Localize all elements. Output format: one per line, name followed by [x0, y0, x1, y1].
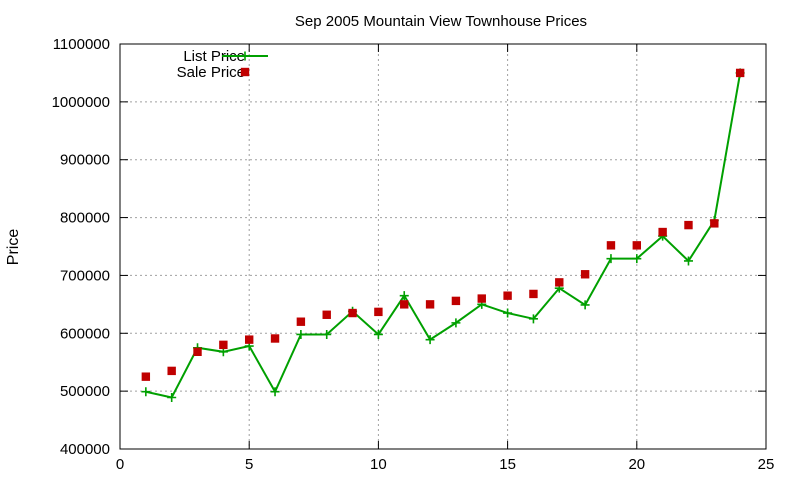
list-price-point [270, 387, 280, 397]
sale-price-point [167, 366, 176, 376]
list-price-point [322, 329, 332, 339]
sale-price-point [270, 334, 280, 343]
x-tick-label: 5 [245, 456, 253, 473]
list-price-point [528, 314, 538, 324]
sale-price-point [606, 241, 616, 250]
sale-price-point [374, 307, 383, 317]
x-tick-label: 15 [499, 456, 516, 473]
y-tick-label: 1100000 [53, 36, 110, 53]
list-price-point [167, 393, 177, 403]
axes [119, 43, 767, 450]
list-price-point [503, 308, 513, 318]
sale-price-point [193, 347, 202, 356]
chart-title: Sep 2005 Mountain View Townhouse Prices [295, 13, 587, 30]
x-tick-label: 25 [758, 456, 775, 473]
list-price-point [451, 318, 461, 328]
list-price-point [632, 254, 642, 264]
legend: List Price Sale Price [177, 48, 268, 81]
y-tick-label: 600000 [60, 325, 110, 342]
y-tick-label: 900000 [60, 152, 110, 169]
series-sale-price [141, 68, 745, 381]
y-tick-label: 800000 [60, 210, 110, 227]
y-tick-label: 700000 [60, 267, 110, 284]
list-price-line [145, 72, 742, 399]
sale-price-point [451, 296, 461, 306]
legend-label-sale-price: Sale Price [177, 64, 245, 81]
list-price-point [580, 300, 590, 310]
sale-price-point [684, 220, 693, 230]
sale-price-point [425, 300, 435, 309]
legend-sample-sale-price-marker [240, 67, 250, 77]
y-tick-label: 500000 [60, 383, 110, 400]
sale-price-point [296, 317, 306, 326]
sale-price-point [219, 340, 228, 350]
sale-price-point [503, 291, 512, 300]
list-price-point [606, 254, 616, 264]
sale-price-point [632, 241, 641, 250]
tick-labels: 0 5 10 15 20 25 400000 500000 600000 700000 800000… [52, 36, 775, 473]
sale-price-point [400, 300, 409, 309]
x-tick-label: 10 [370, 456, 387, 473]
y-axis-label: Price [5, 229, 22, 266]
x-tick-label: 20 [628, 456, 645, 473]
sale-price-point [735, 68, 745, 78]
list-price-point [296, 329, 306, 339]
list-price-point [399, 291, 409, 301]
sale-price-point [477, 294, 486, 303]
sale-price-point [710, 219, 719, 228]
legend-sample-list-price-marker [240, 51, 250, 61]
data-series [141, 68, 745, 403]
sale-price-point [245, 335, 254, 344]
sale-price-point [141, 372, 151, 381]
sale-price-point [658, 227, 667, 237]
legend-label-list-price: List Price [183, 48, 245, 65]
y-tick-label: 400000 [60, 441, 110, 458]
sale-price-point [580, 270, 590, 279]
sale-price-point [529, 289, 538, 299]
list-price-point [373, 329, 383, 339]
sale-price-point [322, 310, 331, 319]
list-price-point [425, 335, 435, 345]
sale-price-point [348, 308, 357, 318]
y-tick-label: 1000000 [52, 94, 110, 111]
list-price-point [141, 387, 151, 397]
sale-price-point [555, 278, 564, 287]
x-tick-label: 0 [116, 456, 124, 473]
list-price-point [683, 256, 693, 266]
plot-border [119, 43, 767, 450]
